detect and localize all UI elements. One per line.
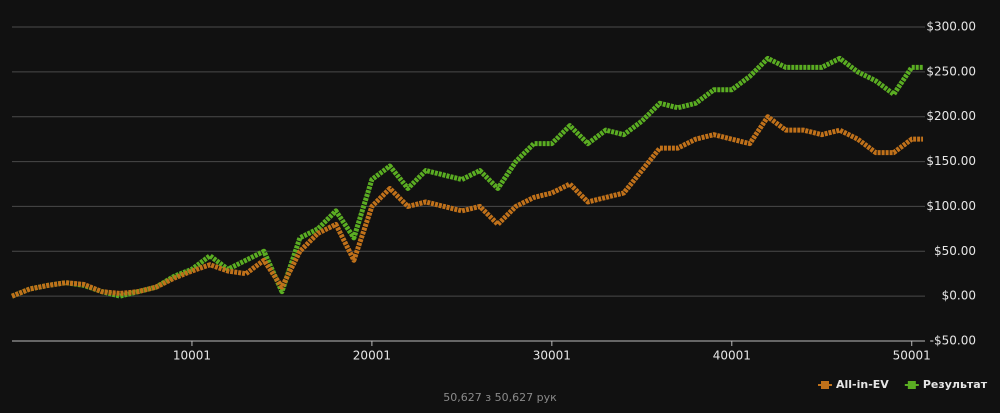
legend-marker xyxy=(821,381,829,389)
x-tick-label: 20001 xyxy=(353,349,391,363)
legend-label: All-in-EV xyxy=(836,378,889,391)
x-tick-label: 40001 xyxy=(713,349,751,363)
y-tick-label: $0.00 xyxy=(942,289,976,303)
legend-marker xyxy=(907,381,916,389)
legend-item: All-in-EV xyxy=(818,378,889,391)
series-line xyxy=(11,55,923,299)
legend-item: Результат xyxy=(904,378,988,391)
y-tick-label: $250.00 xyxy=(926,64,976,78)
y-tick-label: $50.00 xyxy=(934,244,976,258)
y-tick-label: -$50.00 xyxy=(930,334,976,348)
y-tick-label: $200.00 xyxy=(926,109,976,123)
y-tick-label: $100.00 xyxy=(926,199,976,213)
y-tick-label: $300.00 xyxy=(926,20,976,34)
x-tick-label: 30001 xyxy=(533,349,571,363)
x-tick-label: 50001 xyxy=(893,349,931,363)
y-tick-label: $150.00 xyxy=(926,154,976,168)
legend-label: Результат xyxy=(923,378,988,391)
x-tick-label: 10001 xyxy=(173,349,211,363)
series-line xyxy=(11,114,923,299)
footer: 50,627 з 50,627 рук xyxy=(443,391,557,404)
